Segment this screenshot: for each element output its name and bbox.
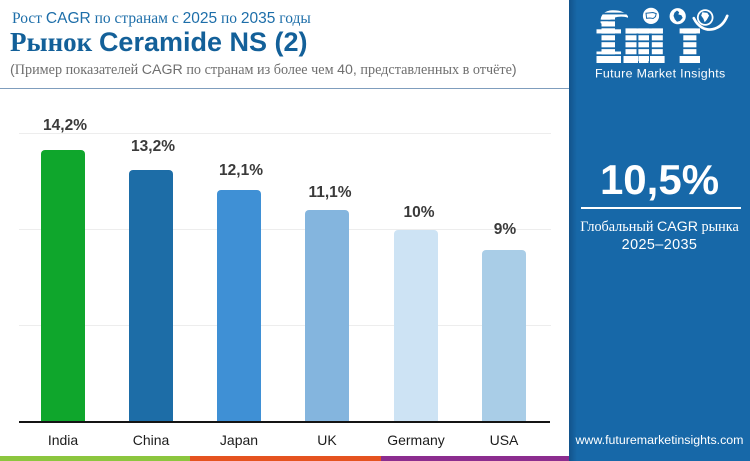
svg-text:Future Market Insights: Future Market Insights	[595, 67, 726, 81]
